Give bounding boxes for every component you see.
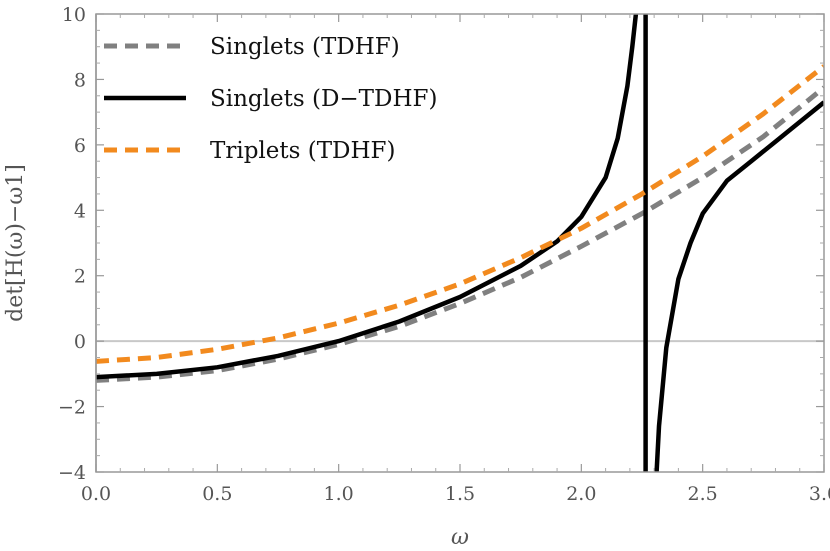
series-line-3 — [96, 64, 824, 364]
y-axis-label: det[H(ω)−ω1] — [3, 164, 28, 322]
series-line-2-segment-1 — [96, 14, 639, 380]
y-tick-label: 0 — [74, 331, 86, 353]
legend-label-3: Triplets (TDHF) — [210, 138, 395, 164]
x-tick-label: 0.0 — [81, 483, 111, 505]
x-tick-label: 1.0 — [324, 483, 354, 505]
series-line-1 — [96, 85, 824, 383]
y-tick-label: −4 — [58, 462, 86, 484]
x-axis-label: ω — [451, 525, 469, 550]
y-tick-label: 8 — [74, 69, 86, 91]
legend: Singlets (TDHF) Singlets (D−TDHF) Triplets… — [104, 34, 437, 164]
x-tick-label: 1.5 — [445, 483, 475, 505]
x-tick-label: 2.5 — [688, 483, 718, 505]
series-line-2-segment-3 — [654, 100, 824, 472]
plot-border — [95, 13, 825, 473]
y-tick-label: 2 — [74, 266, 86, 288]
axis-ticks: 0.0 0.5 1.0 1.5 2.0 2.5 3.0 −4 −2 0 2 4 6 8 10 — [58, 4, 830, 505]
x-tick-label: 3.0 — [809, 483, 830, 505]
legend-label-1: Singlets (TDHF) — [210, 34, 400, 60]
plot-frame — [95, 13, 825, 473]
y-tick-label: 10 — [62, 4, 86, 26]
series-layer — [96, 14, 824, 472]
x-tick-label: 0.5 — [202, 483, 232, 505]
y-tick-label: 4 — [74, 200, 86, 222]
x-tick-label: 2.0 — [566, 483, 596, 505]
y-tick-label: −2 — [58, 397, 86, 419]
legend-label-2: Singlets (D−TDHF) — [210, 86, 437, 112]
zero-line-layer — [95, 14, 824, 472]
y-tick-label: 6 — [74, 135, 86, 157]
